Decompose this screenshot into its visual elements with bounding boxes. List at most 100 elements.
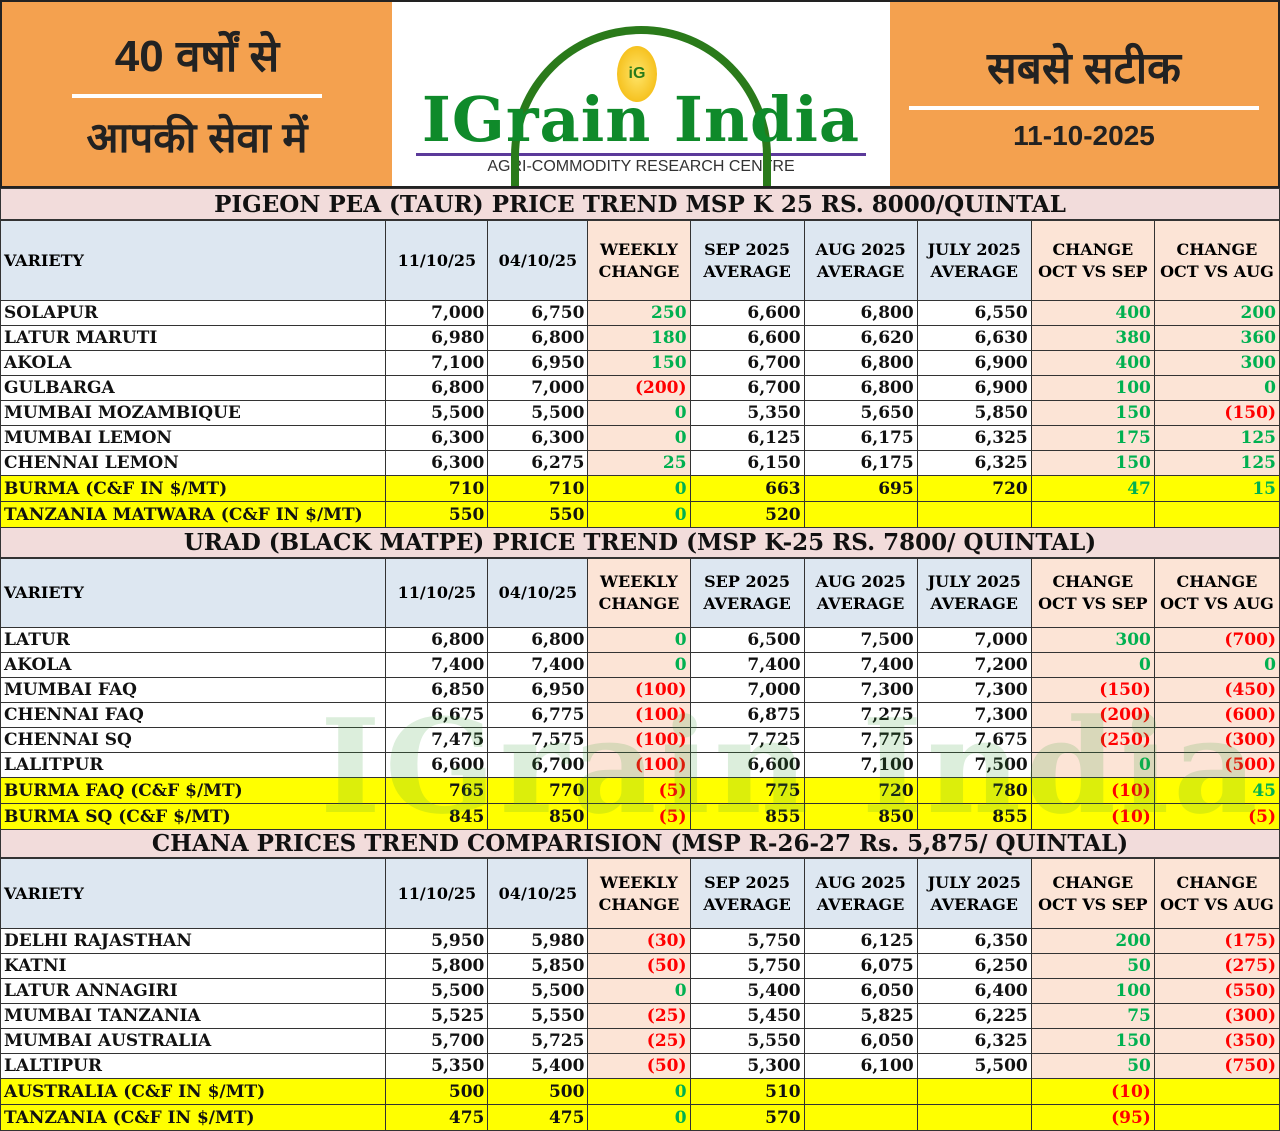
value-cell: (10): [1030, 777, 1155, 804]
variety-cell: CHENNAI FAQ: [0, 702, 387, 728]
logo-grain-icon: iG: [617, 46, 657, 102]
column-header: CHANGE OCT VS AUG: [1153, 558, 1280, 628]
table-row: LATUR ANNAGIRI 5,500 5,500 0 5,400 6,050 6,400…: [0, 978, 1280, 1004]
column-header: JULY 2025 AVERAGE: [916, 558, 1032, 628]
variety-cell: CHENNAI SQ: [0, 727, 387, 753]
value-cell: (100): [587, 752, 691, 778]
value-cell: 5,700: [385, 1028, 489, 1054]
value-cell: 765: [385, 777, 489, 804]
value-cell: (100): [587, 702, 691, 728]
column-header: 04/10/25: [487, 558, 589, 628]
value-cell: 6,600: [689, 752, 805, 778]
value-cell: 845: [385, 803, 489, 830]
column-header: VARIETY: [0, 558, 387, 628]
value-cell: 5,500: [385, 978, 489, 1004]
value-cell: 6,400: [916, 978, 1032, 1004]
banner-left: 40 वर्षों से आपकी सेवा में: [2, 2, 392, 186]
variety-cell: AUSTRALIA (C&F IN $/MT): [0, 1078, 387, 1105]
variety-cell: BURMA (C&F IN $/MT): [0, 475, 387, 502]
variety-cell: TANZANIA (C&F IN $/MT): [0, 1104, 387, 1131]
value-cell: 7,100: [385, 350, 489, 376]
value-cell: 200: [1030, 928, 1155, 954]
value-cell: 5,850: [916, 400, 1032, 426]
value-cell: 7,775: [803, 727, 918, 753]
value-cell: 250: [587, 300, 691, 326]
price-section: URAD (BLACK MATPE) PRICE TREND (MSP K-25…: [0, 527, 1280, 830]
value-cell: 400: [1030, 300, 1155, 326]
value-cell: 0: [587, 425, 691, 451]
value-cell: 7,200: [916, 652, 1032, 678]
value-cell: 6,980: [385, 325, 489, 351]
value-cell: 175: [1030, 425, 1155, 451]
value-cell: 45: [1153, 777, 1280, 804]
variety-cell: BURMA FAQ (C&F $/MT): [0, 777, 387, 804]
table-row: TANZANIA (C&F IN $/MT) 475 475 0 570 (95): [0, 1104, 1280, 1131]
variety-cell: AKOLA: [0, 350, 387, 376]
value-cell: 5,800: [385, 953, 489, 979]
value-cell: 6,950: [487, 677, 589, 703]
value-cell: (25): [587, 1028, 691, 1054]
value-cell: 6,125: [803, 928, 918, 954]
value-cell: 6,750: [487, 300, 589, 326]
value-cell: 7,000: [487, 375, 589, 401]
table-row: CHENNAI SQ 7,475 7,575 (100) 7,725 7,775 7,675…: [0, 727, 1280, 753]
value-cell: 6,100: [803, 1053, 918, 1079]
value-cell: 7,675: [916, 727, 1032, 753]
table-row: CHENNAI FAQ 6,675 6,775 (100) 6,875 7,275 7,30…: [0, 702, 1280, 728]
variety-cell: MUMBAI LEMON: [0, 425, 387, 451]
value-cell: (300): [1153, 727, 1280, 753]
value-cell: 0: [587, 627, 691, 653]
value-cell: 6,800: [487, 325, 589, 351]
value-cell: 6,150: [689, 450, 805, 476]
value-cell: 360: [1153, 325, 1280, 351]
value-cell: (100): [587, 677, 691, 703]
value-cell: 550: [385, 501, 489, 528]
value-cell: 6,800: [803, 300, 918, 326]
value-cell: (175): [1153, 928, 1280, 954]
value-cell: 50: [1030, 1053, 1155, 1079]
value-cell: 300: [1030, 627, 1155, 653]
column-header: SEP 2025 AVERAGE: [689, 220, 805, 301]
report-date: 11-10-2025: [1013, 120, 1155, 151]
variety-cell: LALITPUR: [0, 752, 387, 778]
value-cell: 6,800: [487, 627, 589, 653]
value-cell: 0: [587, 652, 691, 678]
variety-cell: LATUR MARUTI: [0, 325, 387, 351]
value-cell: 0: [587, 400, 691, 426]
value-cell: (700): [1153, 627, 1280, 653]
value-cell: [916, 501, 1032, 528]
value-cell: 6,050: [803, 1028, 918, 1054]
value-cell: 7,300: [803, 677, 918, 703]
value-cell: 6,600: [385, 752, 489, 778]
value-cell: 7,725: [689, 727, 805, 753]
value-cell: 100: [1030, 978, 1155, 1004]
value-cell: 6,850: [385, 677, 489, 703]
column-header: WEEKLY CHANGE: [587, 558, 691, 628]
value-cell: 710: [385, 475, 489, 502]
table-row: LATUR 6,800 6,800 0 6,500 7,500 7,000 300 (700): [0, 627, 1280, 653]
table-row: LALITPUR 6,600 6,700 (100) 6,600 7,100 7,500 0(…: [0, 752, 1280, 778]
value-cell: 6,675: [385, 702, 489, 728]
value-cell: 125: [1153, 450, 1280, 476]
value-cell: 855: [916, 803, 1032, 830]
value-cell: 0: [1030, 652, 1155, 678]
column-header: CHANGE OCT VS SEP: [1030, 558, 1155, 628]
variety-cell: LATUR: [0, 627, 387, 653]
value-cell: (150): [1030, 677, 1155, 703]
value-cell: 0: [1030, 752, 1155, 778]
value-cell: 125: [1153, 425, 1280, 451]
value-cell: 7,400: [689, 652, 805, 678]
section-title: CHANA PRICES TREND COMPARISION (MSP R-26…: [0, 829, 1280, 858]
value-cell: 0: [1153, 652, 1280, 678]
value-cell: 6,550: [916, 300, 1032, 326]
value-cell: 6,500: [689, 627, 805, 653]
value-cell: (500): [1153, 752, 1280, 778]
column-header: JULY 2025 AVERAGE: [916, 220, 1032, 301]
value-cell: 855: [689, 803, 805, 830]
value-cell: 5,550: [689, 1028, 805, 1054]
variety-cell: MUMBAI AUSTRALIA: [0, 1028, 387, 1054]
value-cell: 7,575: [487, 727, 589, 753]
variety-cell: LATUR ANNAGIRI: [0, 978, 387, 1004]
value-cell: 5,400: [689, 978, 805, 1004]
value-cell: 7,100: [803, 752, 918, 778]
